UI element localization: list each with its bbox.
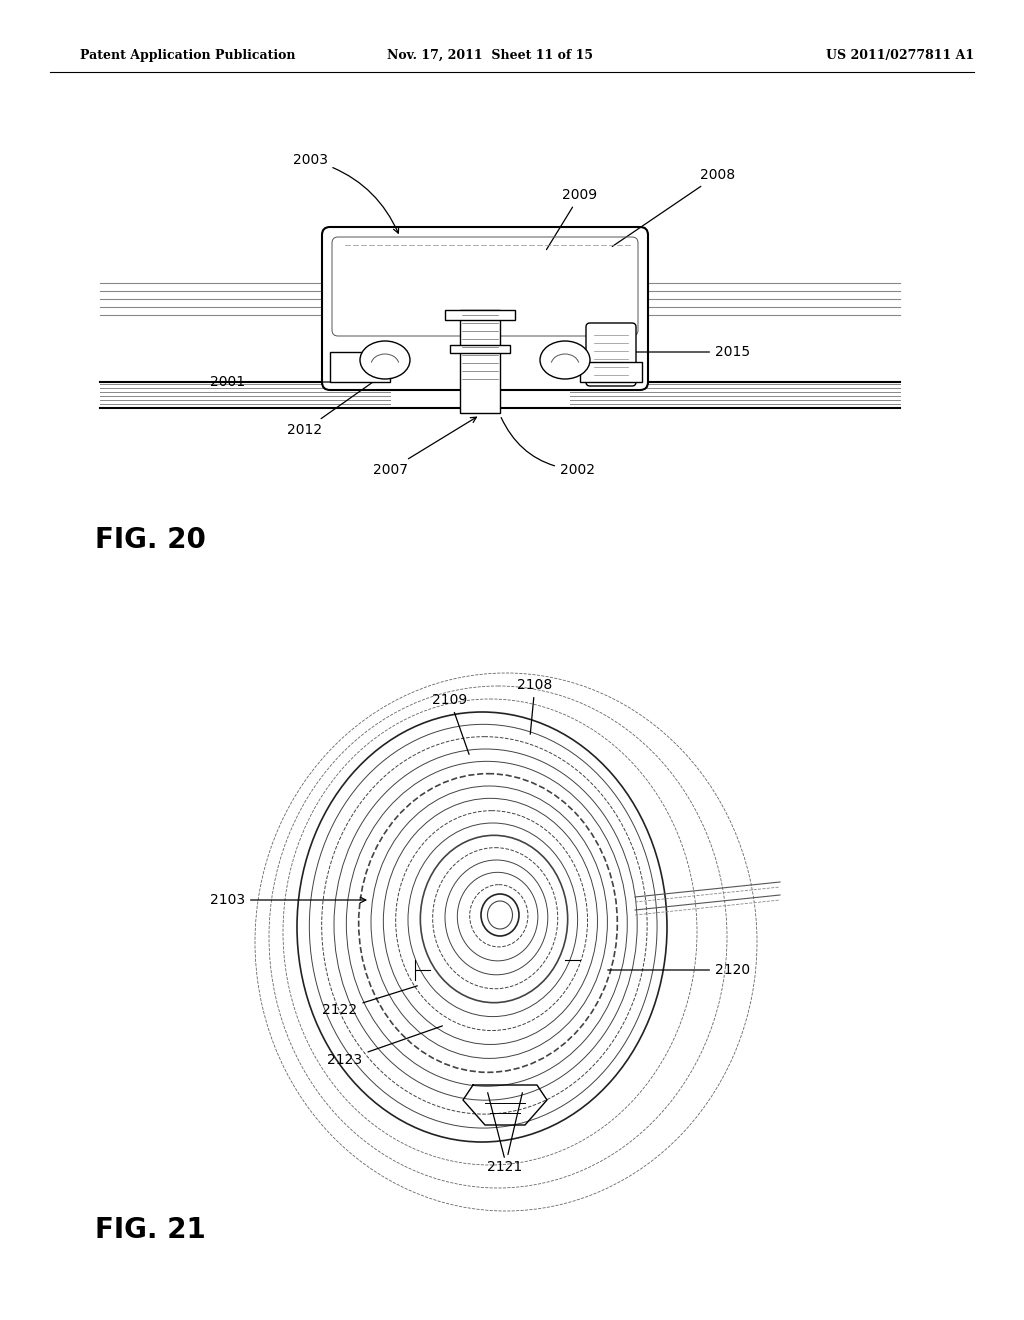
Bar — [580, 362, 642, 381]
Text: FIG. 21: FIG. 21 — [95, 1216, 206, 1243]
FancyBboxPatch shape — [586, 323, 636, 385]
Text: 2009: 2009 — [547, 187, 598, 249]
Text: 2015: 2015 — [635, 345, 751, 359]
Text: 2121: 2121 — [487, 1093, 522, 1173]
Text: 2122: 2122 — [323, 986, 418, 1016]
Ellipse shape — [481, 894, 519, 936]
Text: US 2011/0277811 A1: US 2011/0277811 A1 — [826, 49, 974, 62]
Ellipse shape — [360, 341, 410, 379]
Text: 2103: 2103 — [210, 894, 366, 907]
Text: 2003: 2003 — [293, 153, 398, 234]
Text: 2123: 2123 — [328, 1026, 442, 1067]
Text: 2001: 2001 — [210, 375, 337, 389]
Bar — [460, 310, 500, 413]
Text: FIG. 20: FIG. 20 — [95, 525, 206, 554]
Text: 2120: 2120 — [608, 964, 751, 977]
Bar — [330, 352, 390, 381]
FancyBboxPatch shape — [322, 227, 648, 389]
Text: 2007: 2007 — [373, 417, 476, 477]
Text: 2108: 2108 — [517, 678, 553, 734]
Text: 2008: 2008 — [612, 168, 735, 247]
Text: 2012: 2012 — [288, 372, 388, 437]
Ellipse shape — [487, 902, 512, 929]
Text: Patent Application Publication: Patent Application Publication — [80, 49, 296, 62]
Bar — [445, 310, 515, 319]
Text: 2002: 2002 — [501, 417, 595, 477]
Ellipse shape — [540, 341, 590, 379]
Text: Nov. 17, 2011  Sheet 11 of 15: Nov. 17, 2011 Sheet 11 of 15 — [387, 49, 593, 62]
Bar — [450, 345, 510, 352]
Text: 2109: 2109 — [432, 693, 469, 754]
